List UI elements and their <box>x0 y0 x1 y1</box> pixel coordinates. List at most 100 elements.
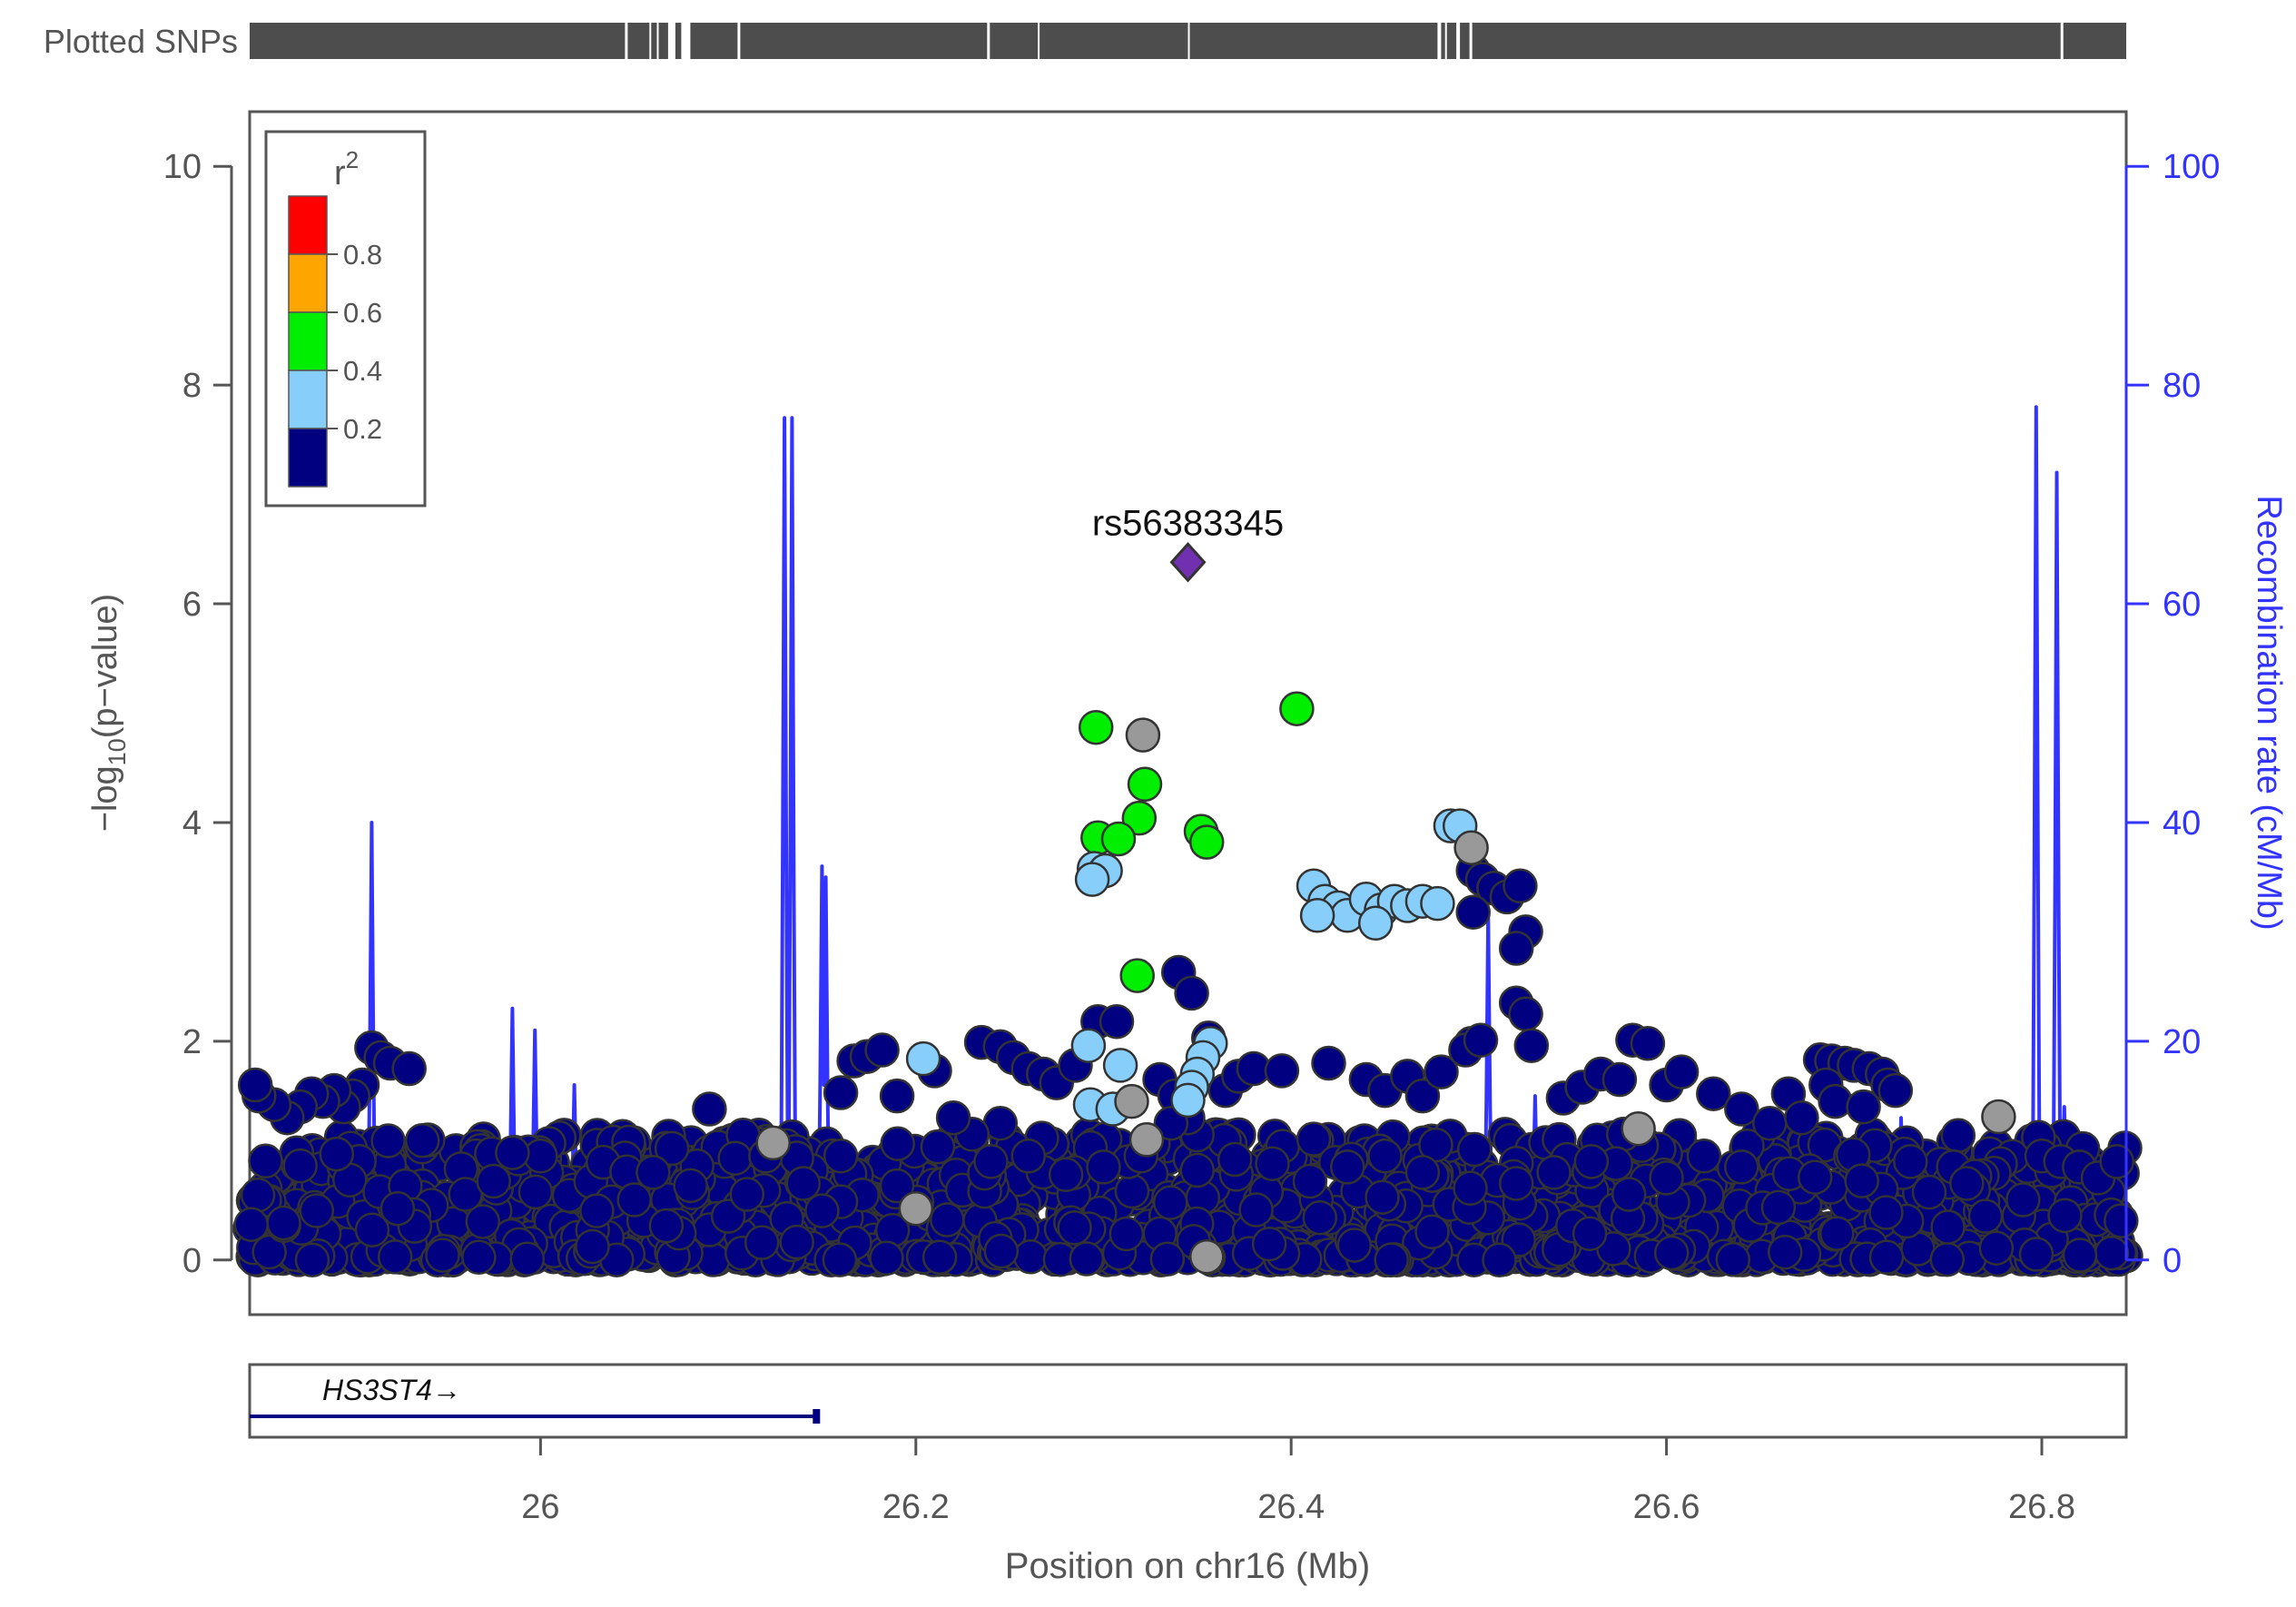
plotted-snps-gaps <box>625 23 2138 59</box>
y2-tick-label: 100 <box>2163 148 2220 186</box>
snp-track-gap <box>656 23 659 59</box>
snp-point <box>2005 1182 2041 1218</box>
legend-bin <box>288 370 328 429</box>
snp-point <box>1463 1022 1499 1058</box>
snp-point-gray <box>755 1125 791 1161</box>
snp-point <box>1365 1179 1400 1215</box>
snp-point <box>1649 1160 1684 1196</box>
snp-track-gap <box>737 23 741 59</box>
snp-point <box>575 1228 610 1265</box>
snp-point <box>1724 1149 1759 1185</box>
snp-point <box>1109 1216 1145 1252</box>
snp-point <box>517 1174 554 1210</box>
snp-point <box>1498 1166 1534 1201</box>
snp-point <box>654 1130 690 1167</box>
legend-title: r2 <box>334 146 359 192</box>
legend-bin <box>288 195 328 255</box>
snp-point <box>1868 1239 1905 1276</box>
x-tick-label: 26.2 <box>882 1488 950 1526</box>
lead-snp-label: rs56383345 <box>1092 503 1284 543</box>
snp-point <box>1302 1199 1338 1236</box>
snp-track-gap <box>672 23 675 59</box>
snp-point <box>266 1205 301 1241</box>
snp-track-gap <box>625 23 628 59</box>
snp-point <box>1012 1239 1049 1275</box>
snp-point <box>1482 1242 1517 1278</box>
snp-point <box>233 1207 270 1242</box>
y-tick-label: 8 <box>182 367 202 405</box>
snp-point <box>920 1129 956 1165</box>
snp-point <box>448 1177 483 1212</box>
y-axis-label: −log10(p−value) <box>86 594 131 832</box>
snp-point <box>1404 1078 1441 1114</box>
snp-point <box>636 1155 671 1190</box>
snp-point <box>1048 1157 1084 1193</box>
legend-bin <box>288 428 328 488</box>
snp-track-gap <box>1038 23 1040 59</box>
snp-point <box>1179 1152 1216 1188</box>
legend-break-label: 0.4 <box>343 355 382 387</box>
x-tick-label: 26.8 <box>2008 1488 2075 1526</box>
snp-point <box>1086 1149 1121 1185</box>
snp-point <box>1630 1026 1666 1061</box>
snp-point <box>673 1168 708 1204</box>
x-tick-label: 26.6 <box>1633 1488 1700 1526</box>
snp-point <box>1404 1155 1441 1190</box>
snp-point <box>921 1239 958 1276</box>
snp-point-gray <box>1128 1122 1165 1158</box>
snp-point <box>983 1233 1020 1269</box>
y2-tick-label: 60 <box>2163 586 2201 624</box>
snp-point-0.4-0.6 <box>1119 958 1155 993</box>
lead-snp-marker[interactable] <box>1169 542 1207 583</box>
snp-point <box>692 1091 727 1127</box>
snp-point <box>1819 1216 1855 1251</box>
snp-track-gap <box>1187 23 1190 59</box>
snp-point-gray <box>1114 1083 1149 1119</box>
legend-break-label: 0.2 <box>343 413 382 445</box>
snp-point-gray <box>1188 1238 1225 1275</box>
snp-point <box>404 1122 440 1158</box>
snp-point <box>1149 1241 1186 1277</box>
legend-break-label: 0.6 <box>343 297 382 329</box>
snp-point <box>1238 1192 1274 1227</box>
y2-axis-label: Recombination rate (cM/Mb) <box>2250 495 2288 930</box>
snp-point <box>495 1135 530 1170</box>
snp-point <box>1010 1139 1047 1174</box>
snp-point <box>823 1075 859 1110</box>
snp-point <box>935 1099 971 1136</box>
snp-point <box>248 1143 283 1179</box>
y-tick-label: 10 <box>163 148 202 186</box>
snp-track-gap <box>1444 23 1447 59</box>
snp-point <box>379 1190 416 1227</box>
gene-track <box>248 1363 2128 1439</box>
snp-point-0.2-0.4 <box>1070 1028 1107 1063</box>
snp-point <box>354 1212 390 1247</box>
gene-hs3st4-exon <box>813 1409 821 1424</box>
snp-point <box>1877 1072 1914 1109</box>
snp-point <box>1264 1053 1300 1089</box>
snp-point-gray <box>1453 830 1489 865</box>
snp-point <box>1152 1185 1188 1220</box>
y-axis-ticks: 0 2 4 6 8 10 <box>163 148 232 1280</box>
snp-track-gap <box>667 23 675 59</box>
y2-tick-label: 80 <box>2163 367 2201 405</box>
snp-point-0.4-0.6 <box>1100 821 1137 857</box>
snp-point <box>864 1032 900 1068</box>
snp-point <box>1696 1076 1731 1111</box>
snp-point <box>1217 1141 1253 1178</box>
snp-point <box>251 1234 287 1270</box>
snp-point <box>1503 868 1538 904</box>
snp-point <box>1292 1163 1328 1199</box>
snp-point <box>1893 1144 1928 1179</box>
snp-point <box>930 1202 965 1237</box>
snp-point <box>616 1182 652 1218</box>
snp-point <box>1653 1235 1690 1271</box>
snp-point <box>425 1237 460 1273</box>
legend-bin <box>288 311 328 371</box>
x-axis-ticks: 26 26.2 26.4 26.6 26.8 <box>521 1437 2075 1526</box>
y-tick-label: 4 <box>182 804 202 843</box>
y2-tick-label: 40 <box>2163 804 2201 843</box>
y-tick-label: 0 <box>182 1242 202 1280</box>
snp-track-gap <box>1469 23 1473 59</box>
